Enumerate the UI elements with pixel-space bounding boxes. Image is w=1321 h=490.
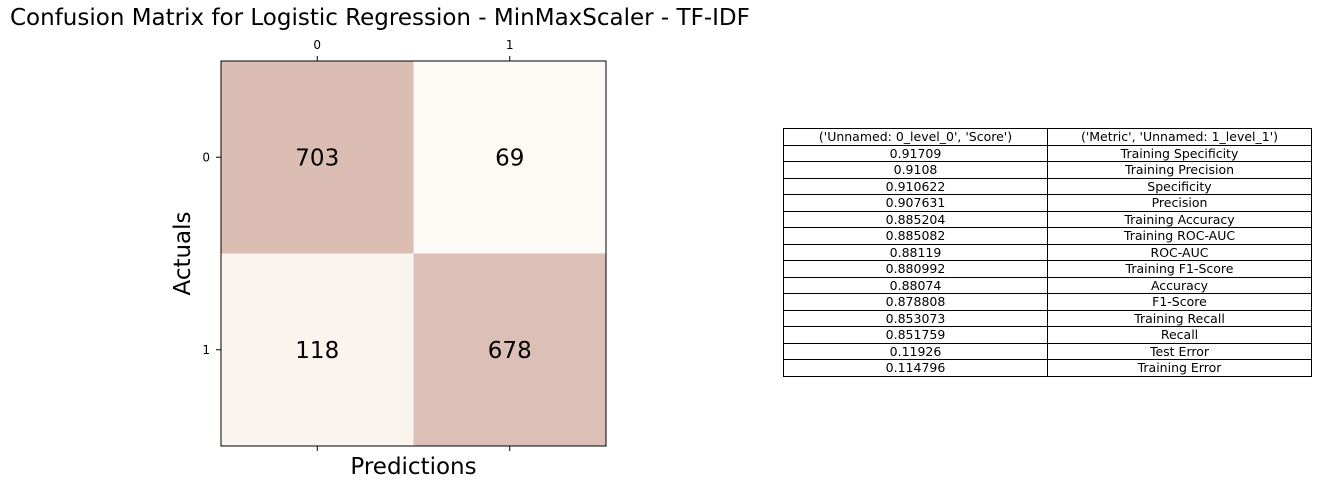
x-axis-label: Predictions [350,454,476,480]
table-cell-metric: Training Accuracy [1047,210,1312,228]
table-cell-metric: Training ROC-AUC [1047,227,1312,245]
table-header-score: ('Unnamed: 0_level_0', 'Score') [783,128,1048,146]
table-cell-score: 0.9108 [783,161,1048,179]
y-axis-label: Actuals [170,211,196,295]
cell-value-label: 678 [488,338,532,364]
confusion-matrix-chart: 703 69 118 678 0 1 0 1 Predictions Actuals [170,38,607,480]
table-cell-metric: Precision [1047,194,1312,212]
chart-title: Confusion Matrix for Logistic Regression… [10,5,750,31]
table-cell-score: 0.88074 [783,276,1048,294]
table-cell-metric: Training Specificity [1047,144,1312,162]
table-row: 0.11926 Test Error [783,342,1312,360]
cell-value-label: 69 [495,145,524,171]
matrix-cell [221,253,414,446]
table-cell-score: 0.885082 [783,227,1048,245]
metrics-table: ('Unnamed: 0_level_0', 'Score') ('Metric… [783,128,1312,377]
y-tick-label: 1 [202,343,210,357]
x-tick-label: 0 [313,38,321,52]
table-cell-score: 0.11926 [783,342,1048,360]
table-row: 0.88119 ROC-AUC [783,243,1312,261]
table-cell-metric: Test Error [1047,342,1312,360]
table-cell-metric: F1-Score [1047,293,1312,311]
table-header-row: ('Unnamed: 0_level_0', 'Score') ('Metric… [783,128,1312,146]
table-cell-score: 0.878808 [783,293,1048,311]
table-row: 0.114796 Training Error [783,359,1312,377]
table-cell-metric: Training Error [1047,359,1312,377]
table-row: 0.88074 Accuracy [783,276,1312,294]
table-row: 0.907631 Precision [783,194,1312,212]
table-cell-metric: Specificity [1047,177,1312,195]
cell-value-label: 703 [295,145,339,171]
table-cell-score: 0.91709 [783,144,1048,162]
table-cell-metric: ROC-AUC [1047,243,1312,261]
x-tick-label: 1 [506,38,514,52]
matrix-cell [413,253,606,446]
table-row: 0.91709 Training Specificity [783,144,1312,162]
table-cell-score: 0.851759 [783,326,1048,344]
matrix-cell [221,61,414,254]
table-header-metric: ('Metric', 'Unnamed: 1_level_1') [1047,128,1312,146]
table-cell-score: 0.853073 [783,309,1048,327]
table-cell-metric: Accuracy [1047,276,1312,294]
matrix-frame [220,60,607,447]
table-cell-metric: Training F1-Score [1047,260,1312,278]
table-cell-score: 0.885204 [783,210,1048,228]
table-row: 0.885082 Training ROC-AUC [783,227,1312,245]
table-row: 0.878808 F1-Score [783,293,1312,311]
table-cell-metric: Training Precision [1047,161,1312,179]
table-row: 0.853073 Training Recall [783,309,1312,327]
table-cell-score: 0.114796 [783,359,1048,377]
table-cell-score: 0.880992 [783,260,1048,278]
table-row: 0.9108 Training Precision [783,161,1312,179]
table-cell-score: 0.907631 [783,194,1048,212]
table-row: 0.885204 Training Accuracy [783,210,1312,228]
table-cell-metric: Recall [1047,326,1312,344]
table-row: 0.880992 Training F1-Score [783,260,1312,278]
table-cell-score: 0.910622 [783,177,1048,195]
table-cell-score: 0.88119 [783,243,1048,261]
y-tick-label: 0 [202,150,210,164]
table-row: 0.851759 Recall [783,326,1312,344]
matrix-cell [413,61,606,254]
cell-value-label: 118 [295,338,339,364]
table-cell-metric: Training Recall [1047,309,1312,327]
table-row: 0.910622 Specificity [783,177,1312,195]
